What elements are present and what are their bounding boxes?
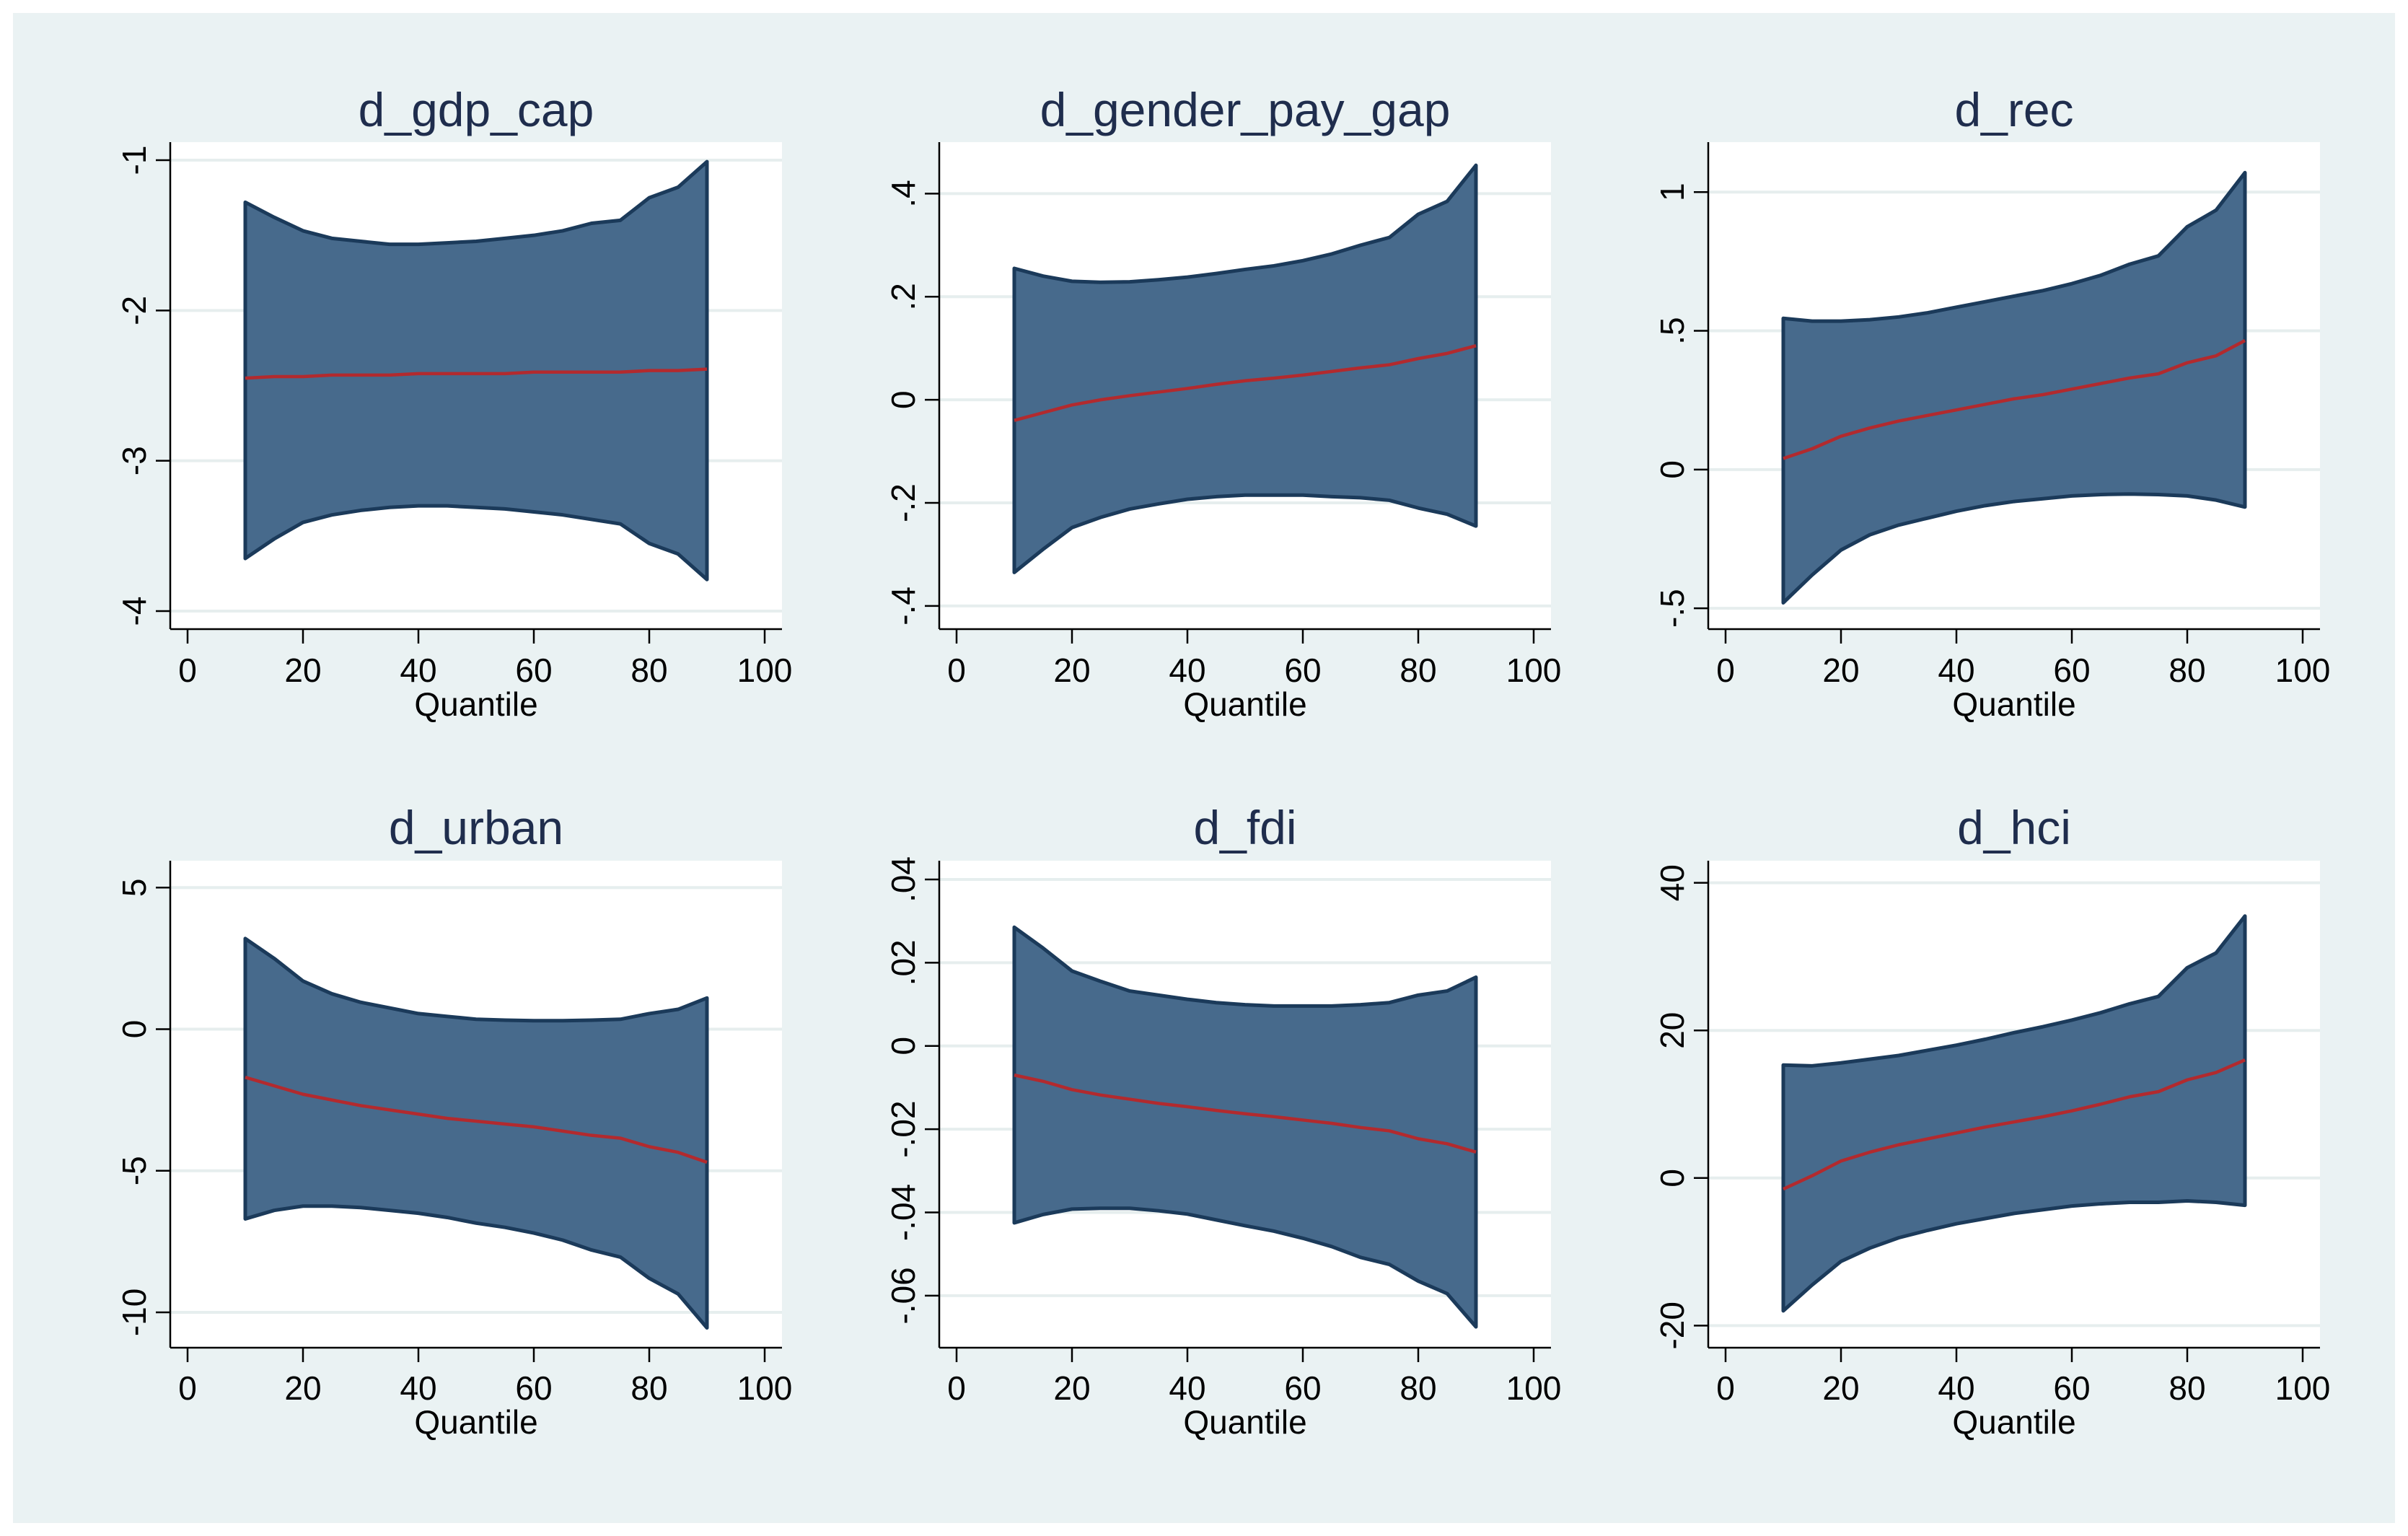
y-tick-label: 0 bbox=[884, 390, 922, 409]
x-tick-label: 40 bbox=[400, 651, 436, 689]
x-tick-label: 0 bbox=[1716, 651, 1735, 689]
estimate-line bbox=[245, 367, 708, 380]
x-axis-label: Quantile bbox=[414, 685, 537, 723]
panel-title: d_urban bbox=[389, 801, 563, 854]
y-tick-label: -1 bbox=[115, 146, 153, 175]
y-tick-label: -4 bbox=[115, 597, 153, 626]
x-tick-label: 0 bbox=[947, 1369, 966, 1407]
x-tick-label: 80 bbox=[2168, 1369, 2205, 1407]
x-axis-label: Quantile bbox=[1952, 685, 2075, 723]
confidence-band bbox=[243, 159, 709, 582]
x-tick-label: 100 bbox=[737, 1369, 793, 1407]
confidence-band bbox=[1012, 163, 1478, 574]
y-tick-label: -.06 bbox=[884, 1267, 922, 1324]
x-tick-label: 0 bbox=[178, 651, 197, 689]
x-tick-label: 60 bbox=[1284, 1369, 1321, 1407]
panel-title: d_gdp_cap bbox=[359, 83, 594, 136]
x-axis-label: Quantile bbox=[1183, 1403, 1306, 1441]
y-tick-label: 5 bbox=[115, 878, 153, 897]
confidence-band bbox=[1781, 170, 2247, 605]
x-tick-label: 100 bbox=[2275, 1369, 2331, 1407]
x-tick-label: 0 bbox=[1716, 1369, 1735, 1407]
x-tick-label: 100 bbox=[2275, 651, 2331, 689]
x-tick-label: 80 bbox=[2168, 651, 2205, 689]
y-tick-label: -2 bbox=[115, 296, 153, 325]
panel-d-hci: 0 20 40 60 80 100 40 20 0 -20 d_hci Quantile bbox=[1653, 801, 2330, 1441]
panel-title: d_rec bbox=[1954, 83, 2073, 136]
y-tick-label: .02 bbox=[884, 939, 922, 986]
y-tick-label: 20 bbox=[1653, 1012, 1691, 1049]
x-tick-label: 100 bbox=[737, 651, 793, 689]
x-tick-label: 60 bbox=[515, 1369, 552, 1407]
confidence-band bbox=[1781, 914, 2247, 1313]
y-tick-label: 40 bbox=[1653, 864, 1691, 901]
y-tick-label: -3 bbox=[115, 446, 153, 475]
x-tick-label: 80 bbox=[630, 1369, 667, 1407]
panel-d-urban: 0 20 40 60 80 100 5 0 -5 -10 d_urban Quantile bbox=[115, 801, 792, 1441]
x-tick-label: 40 bbox=[1169, 1369, 1205, 1407]
y-tick-label: -5 bbox=[115, 1156, 153, 1185]
x-tick-label: 80 bbox=[1399, 651, 1436, 689]
y-tick-label: -.4 bbox=[884, 587, 922, 626]
x-tick-label: 20 bbox=[1822, 1369, 1859, 1407]
x-tick-label: 20 bbox=[1053, 1369, 1090, 1407]
y-tick-label: -.2 bbox=[884, 483, 922, 522]
y-tick-label: .2 bbox=[884, 283, 922, 310]
x-tick-label: 80 bbox=[1399, 1369, 1436, 1407]
confidence-band bbox=[1012, 925, 1478, 1329]
x-tick-label: 80 bbox=[630, 651, 667, 689]
x-tick-label: 60 bbox=[2053, 1369, 2090, 1407]
y-tick-label: -10 bbox=[115, 1289, 153, 1336]
x-axis-label: Quantile bbox=[1952, 1403, 2075, 1441]
estimate-line bbox=[1014, 1073, 1477, 1154]
y-tick-label: 0 bbox=[884, 1037, 922, 1056]
panel-d-gender-pay-gap: 0 20 40 60 80 100 .4 .2 0 -.2 -.4 d_gender_pay_gap Q… bbox=[884, 83, 1561, 723]
panel-title: d_gender_pay_gap bbox=[1040, 83, 1451, 136]
x-tick-label: 100 bbox=[1506, 651, 1562, 689]
panel-d-fdi: 0 20 40 60 80 100 .04 .02 0 -.02 -.04 -.06 d_fdi Quan… bbox=[884, 801, 1561, 1441]
x-tick-label: 20 bbox=[1822, 651, 1859, 689]
panel-d-rec: 0 20 40 60 80 100 1 .5 0 -.5 d_rec Quantile bbox=[1653, 83, 2330, 723]
y-tick-label: 0 bbox=[115, 1020, 153, 1039]
x-tick-label: 0 bbox=[947, 651, 966, 689]
x-tick-label: 100 bbox=[1506, 1369, 1562, 1407]
y-tick-label: 0 bbox=[1653, 1169, 1691, 1188]
y-tick-label: -.5 bbox=[1653, 589, 1691, 628]
estimate-line bbox=[1783, 339, 2246, 460]
estimate-line bbox=[245, 1076, 708, 1164]
x-tick-label: 20 bbox=[1053, 651, 1090, 689]
x-axis-label: Quantile bbox=[414, 1403, 537, 1441]
x-tick-label: 20 bbox=[284, 1369, 321, 1407]
x-tick-label: 20 bbox=[284, 651, 321, 689]
x-axis-label: Quantile bbox=[1183, 685, 1306, 723]
panel-title: d_hci bbox=[1957, 801, 2071, 854]
x-tick-label: 60 bbox=[2053, 651, 2090, 689]
x-tick-label: 60 bbox=[515, 651, 552, 689]
panel-title: d_fdi bbox=[1193, 801, 1296, 854]
confidence-band bbox=[243, 936, 709, 1330]
x-tick-label: 60 bbox=[1284, 651, 1321, 689]
x-tick-label: 40 bbox=[1938, 1369, 1974, 1407]
y-tick-label: .04 bbox=[884, 856, 922, 903]
y-tick-label: 0 bbox=[1653, 460, 1691, 479]
x-tick-label: 40 bbox=[400, 1369, 436, 1407]
y-tick-label: 1 bbox=[1653, 183, 1691, 201]
estimate-line bbox=[1014, 343, 1477, 422]
y-tick-label: -20 bbox=[1653, 1302, 1691, 1349]
y-tick-label: .4 bbox=[884, 180, 922, 207]
y-tick-label: -.02 bbox=[884, 1100, 922, 1157]
x-tick-label: 40 bbox=[1938, 651, 1974, 689]
y-tick-label: .5 bbox=[1653, 317, 1691, 344]
x-tick-label: 40 bbox=[1169, 651, 1205, 689]
panel-d-gdp-cap: 0 20 40 60 80 100 -1 -2 -3 -4 d_gdp_cap Quantile bbox=[115, 83, 792, 723]
x-tick-label: 0 bbox=[178, 1369, 197, 1407]
y-tick-label: -.04 bbox=[884, 1184, 922, 1241]
estimate-line bbox=[1783, 1058, 2246, 1191]
